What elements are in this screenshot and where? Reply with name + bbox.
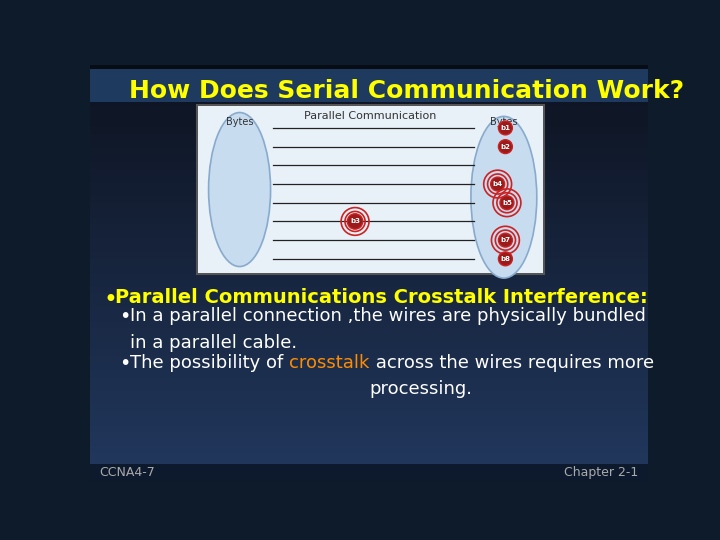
Text: •: • [120, 307, 131, 326]
Bar [90, 464, 648, 481]
Bar [90, 425, 648, 432]
Bar [90, 252, 648, 259]
Bar [90, 211, 648, 217]
Bar [90, 314, 648, 321]
Text: The possibility of: The possibility of [130, 354, 289, 372]
Text: b5: b5 [502, 200, 512, 206]
Bar [90, 176, 648, 183]
Bar [90, 148, 648, 155]
Circle shape [490, 177, 505, 191]
Bar [90, 404, 648, 411]
Bar [90, 335, 648, 342]
Bar [90, 390, 648, 397]
Bar [90, 418, 648, 425]
Bar [90, 294, 648, 300]
Bar [90, 328, 648, 335]
Bar [90, 245, 648, 252]
Bar [90, 273, 648, 280]
Text: crosstalk: crosstalk [289, 354, 369, 372]
Bar [90, 141, 648, 148]
Ellipse shape [209, 112, 271, 267]
Bar [90, 287, 648, 294]
Text: Chapter 2-1: Chapter 2-1 [564, 465, 639, 478]
Bar [90, 349, 648, 356]
Ellipse shape [471, 117, 537, 278]
Bar [90, 377, 648, 383]
Bar [90, 197, 648, 204]
Bar [90, 446, 648, 453]
Bar [90, 467, 648, 474]
Bar [90, 99, 648, 106]
Bar [90, 397, 648, 404]
Bar [90, 474, 648, 481]
Bar [90, 224, 648, 231]
Text: b8: b8 [500, 256, 510, 262]
Bar [90, 134, 648, 141]
Bar [90, 342, 648, 349]
Bar [90, 300, 648, 307]
Bar [90, 266, 648, 273]
Text: across the wires requires more
processing.: across the wires requires more processin… [369, 354, 654, 398]
Bar [90, 183, 648, 190]
Text: b1: b1 [500, 125, 510, 131]
Circle shape [498, 121, 513, 135]
Bar [90, 363, 648, 370]
Bar [90, 113, 648, 120]
Bar [90, 321, 648, 328]
Text: b7: b7 [500, 237, 510, 243]
Bar [90, 85, 648, 92]
Text: Parallel Communication: Parallel Communication [305, 111, 437, 120]
Circle shape [498, 233, 513, 247]
Bar [90, 65, 648, 72]
Text: •: • [104, 288, 118, 312]
Text: Bytes: Bytes [490, 117, 518, 127]
Bar [90, 370, 648, 377]
Circle shape [498, 140, 513, 153]
Circle shape [498, 252, 513, 266]
Bar [197, 105, 544, 274]
Text: b4: b4 [492, 181, 503, 187]
Bar [90, 92, 648, 99]
Bar [90, 383, 648, 390]
Bar [90, 307, 648, 314]
Text: In a parallel connection ,the wires are physically bundled
in a parallel cable.: In a parallel connection ,the wires are … [130, 307, 646, 352]
Text: Parallel Communications Crosstalk Interference:: Parallel Communications Crosstalk Interf… [114, 288, 647, 307]
Bar [90, 204, 648, 210]
Bar [90, 411, 648, 418]
Bar [90, 259, 648, 266]
Bar [90, 155, 648, 162]
Bar [90, 79, 648, 85]
Text: Bytes: Bytes [226, 117, 253, 127]
Bar [90, 460, 648, 467]
Bar [90, 432, 648, 439]
Text: CCNA4-7: CCNA4-7 [99, 465, 155, 478]
Text: b3: b3 [350, 219, 360, 225]
Bar [90, 65, 648, 70]
Bar [90, 127, 648, 134]
Bar [90, 106, 648, 113]
Text: •: • [120, 354, 131, 373]
Bar [90, 120, 648, 127]
Bar [90, 231, 648, 238]
Bar [90, 280, 648, 287]
Text: b2: b2 [500, 144, 510, 150]
Bar [90, 162, 648, 168]
Bar [90, 453, 648, 460]
Bar [90, 190, 648, 197]
Bar [90, 238, 648, 245]
Circle shape [500, 196, 514, 210]
Bar [90, 72, 648, 79]
Bar [90, 65, 648, 102]
Text: How Does Serial Communication Work?: How Does Serial Communication Work? [129, 79, 684, 103]
Bar [90, 217, 648, 224]
Bar [198, 106, 544, 273]
Bar [90, 168, 648, 176]
Circle shape [347, 214, 363, 229]
Bar [90, 356, 648, 363]
Bar [90, 439, 648, 446]
